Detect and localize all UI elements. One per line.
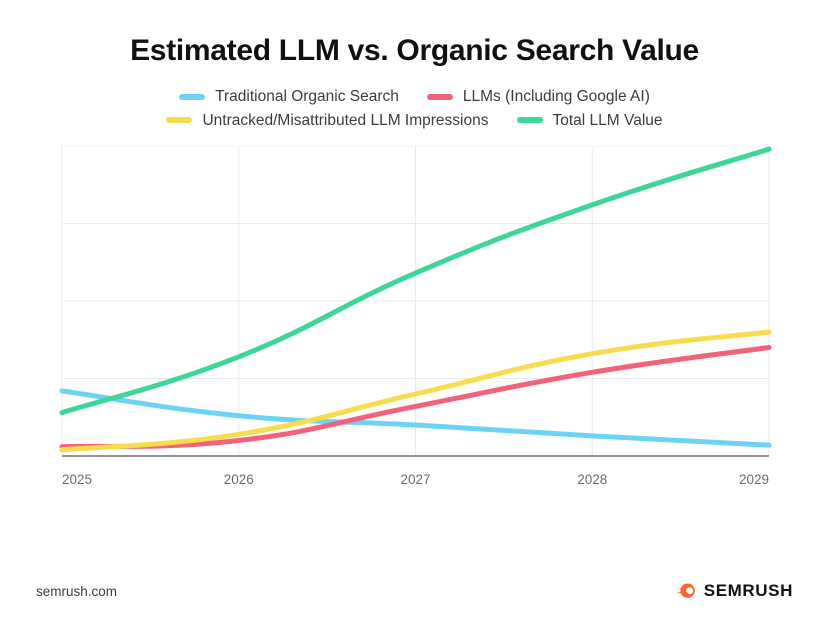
- footer-url: semrush.com: [36, 583, 118, 599]
- semrush-comet-icon: [675, 583, 695, 598]
- legend-swatch-icon: [516, 117, 543, 124]
- series-line: [59, 388, 772, 448]
- series-line: [59, 345, 772, 450]
- series-lines: [59, 146, 772, 453]
- brand-logo: SEMRUSH: [675, 581, 793, 601]
- series-line: [59, 329, 772, 453]
- legend-swatch-icon: [179, 93, 206, 100]
- footer: semrush.com SEMRUSH: [0, 565, 829, 627]
- x-axis-tick-label: 2025: [62, 472, 92, 487]
- x-axis-tick-label: 2027: [400, 472, 430, 487]
- legend-item-label: LLMs (Including Google AI): [462, 88, 650, 105]
- brand-name: SEMRUSH: [703, 581, 793, 600]
- legend-swatch-icon: [166, 117, 193, 124]
- line-chart-svg: 2025 2026 2027 2028 2029: [59, 146, 772, 487]
- legend-item-traditional-organic-search[interactable]: Traditional Organic Search: [179, 89, 399, 105]
- legend-item-label: Total LLM Value: [552, 111, 663, 129]
- x-axis-tick-labels: 2025 2026 2027 2028 2029: [62, 472, 769, 487]
- x-axis-tick-label: 2026: [224, 472, 254, 487]
- chart-legend: Traditional Organic Search LLMs (Includi…: [0, 89, 829, 128]
- legend-item-total-llm-value[interactable]: Total LLM Value: [516, 111, 663, 129]
- legend-item-llms-including-google-ai[interactable]: LLMs (Including Google AI): [426, 88, 650, 105]
- x-axis-tick-label: 2028: [577, 472, 607, 487]
- page-title: Estimated LLM vs. Organic Search Value: [130, 34, 699, 67]
- legend-swatch-icon: [426, 93, 453, 100]
- series-line: [59, 146, 772, 416]
- legend-item-label: Traditional Organic Search: [215, 88, 399, 105]
- legend-row: Untracked/Misattributed LLM Impressions …: [166, 111, 663, 129]
- x-axis-tick-label: 2029: [739, 472, 769, 487]
- legend-row: Traditional Organic Search LLMs (Includi…: [179, 89, 650, 105]
- legend-item-label: Untracked/Misattributed LLM Impressions: [202, 111, 489, 129]
- chart-plot-area: 2025 2026 2027 2028 2029: [0, 146, 829, 506]
- legend-item-untracked-misattributed-llm-impressions[interactable]: Untracked/Misattributed LLM Impressions: [166, 111, 489, 129]
